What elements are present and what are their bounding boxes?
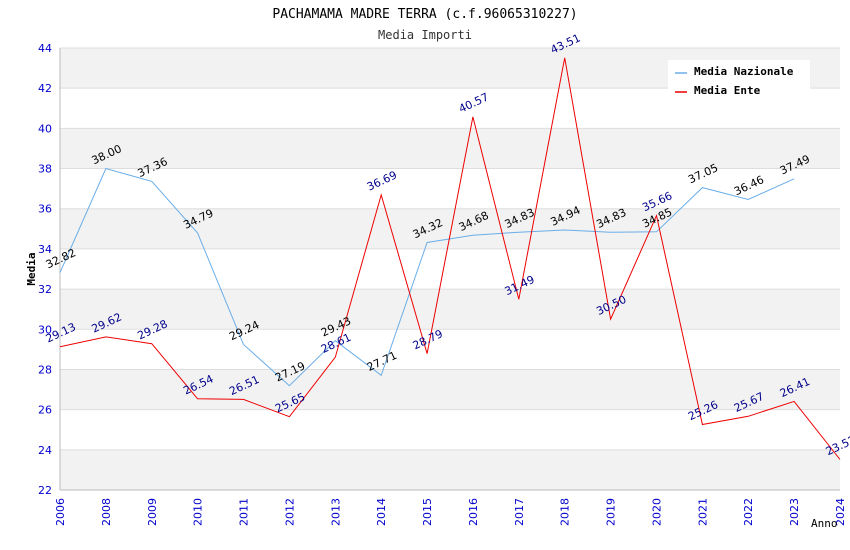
y-tick-label: 24 bbox=[38, 444, 52, 457]
grid-band bbox=[60, 208, 840, 249]
y-tick-labels: 22 24 26 28 30 32 34 36 38 40 42 44 bbox=[38, 42, 52, 497]
y-tick-label: 34 bbox=[38, 243, 52, 256]
series-lines bbox=[59, 57, 841, 460]
x-tick-label: 2018 bbox=[559, 498, 572, 526]
data-label: 40.57 bbox=[457, 91, 491, 116]
y-tick-label: 38 bbox=[38, 163, 52, 176]
y-tick-label: 22 bbox=[38, 484, 52, 497]
chart-subtitle: Media Importi bbox=[378, 28, 472, 42]
x-tick-label: 2013 bbox=[329, 498, 342, 526]
x-tick-label: 2011 bbox=[238, 498, 251, 526]
x-tick-label: 2020 bbox=[650, 498, 663, 526]
x-axis-label: Anno bbox=[811, 517, 838, 530]
grid-band bbox=[60, 369, 840, 410]
y-tick-label: 44 bbox=[38, 42, 52, 55]
x-tick-label: 2022 bbox=[742, 498, 755, 526]
x-tick-label: 2006 bbox=[54, 498, 67, 526]
grid-bands bbox=[60, 48, 840, 490]
series-line-1 bbox=[59, 57, 841, 460]
x-tick-label: 2014 bbox=[375, 498, 388, 526]
grid-band bbox=[60, 289, 840, 330]
legend-label-ente: Media Ente bbox=[694, 84, 761, 97]
y-tick-label: 36 bbox=[38, 203, 52, 216]
y-axis-label: Media bbox=[25, 252, 38, 285]
y-tick-label: 32 bbox=[38, 283, 52, 296]
x-tick-label: 2024 bbox=[834, 498, 847, 526]
grid-band bbox=[60, 128, 840, 169]
x-tick-label: 2023 bbox=[788, 498, 801, 526]
legend: Media Nazionale Media Ente bbox=[668, 60, 810, 102]
x-tick-label: 2008 bbox=[100, 498, 113, 526]
series-line-0 bbox=[59, 167, 795, 387]
data-label: 36.69 bbox=[365, 168, 399, 193]
x-tick-label: 2012 bbox=[283, 498, 296, 526]
x-tick-label: 2015 bbox=[421, 498, 434, 526]
x-tick-labels: 2006 2008 2009 2010 2011 2012 2013 2014 2015 2016… bbox=[54, 498, 847, 526]
legend-label-nazionale: Media Nazionale bbox=[694, 65, 794, 78]
grid-lines bbox=[60, 47, 840, 491]
y-tick-label: 26 bbox=[38, 404, 52, 417]
data-label: 36.46 bbox=[732, 173, 766, 198]
data-label: 23.52 bbox=[824, 433, 850, 458]
chart-title: PACHAMAMA MADRE TERRA (c.f.96065310227) bbox=[272, 7, 577, 22]
y-tick-label: 40 bbox=[38, 122, 52, 135]
x-tick-label: 2010 bbox=[192, 498, 205, 526]
y-tick-label: 30 bbox=[38, 323, 52, 336]
legend-box bbox=[668, 60, 810, 102]
grid-band bbox=[60, 449, 840, 490]
x-tick-label: 2017 bbox=[513, 498, 526, 526]
x-tick-label: 2021 bbox=[696, 498, 709, 526]
y-tick-label: 28 bbox=[38, 363, 52, 376]
y-tick-label: 42 bbox=[38, 82, 52, 95]
x-tick-label: 2019 bbox=[605, 498, 618, 526]
x-tick-label: 2009 bbox=[146, 498, 159, 526]
x-tick-label: 2016 bbox=[467, 498, 480, 526]
